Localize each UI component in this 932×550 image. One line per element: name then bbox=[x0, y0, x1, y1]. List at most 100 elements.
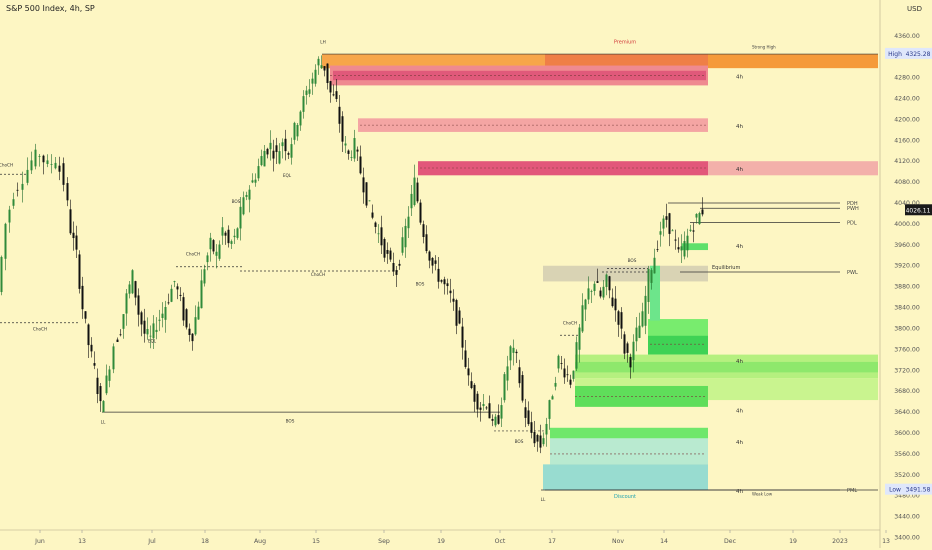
candle-body bbox=[99, 386, 102, 402]
candle-body bbox=[398, 263, 401, 266]
candle-body bbox=[497, 415, 500, 424]
candle-body bbox=[509, 346, 512, 361]
candle-body bbox=[311, 78, 314, 84]
candle-body bbox=[128, 284, 131, 294]
candle-body bbox=[608, 276, 611, 291]
price-tick-label-16: 4040.00 bbox=[894, 200, 920, 207]
candle-body bbox=[164, 306, 167, 320]
candle-body bbox=[458, 310, 461, 324]
candle-body bbox=[155, 329, 158, 333]
candle-body bbox=[488, 403, 491, 419]
candle-body bbox=[251, 180, 254, 183]
bull-ob-4h-top bbox=[682, 243, 708, 251]
price-tick-label-9: 3760.00 bbox=[894, 346, 920, 353]
candle-body bbox=[614, 298, 617, 311]
candle-body bbox=[179, 294, 182, 296]
time-tick-label-6: Sep bbox=[378, 538, 390, 545]
timeframe-label-6: 4h bbox=[736, 440, 743, 446]
candle-body bbox=[149, 335, 152, 337]
candle-body bbox=[112, 346, 115, 370]
candle-body bbox=[125, 293, 128, 314]
candle-body bbox=[365, 182, 368, 206]
candle-body bbox=[93, 363, 96, 366]
candle-body bbox=[194, 317, 197, 335]
candle-body bbox=[464, 350, 467, 367]
time-tick-label-14: 2023 bbox=[832, 538, 848, 545]
candle-body bbox=[230, 241, 233, 244]
candle-body bbox=[212, 240, 215, 252]
bull-ob-4 bbox=[550, 427, 708, 441]
candle-body bbox=[605, 274, 608, 288]
candle-body bbox=[218, 244, 221, 259]
candle-body bbox=[359, 156, 362, 174]
structure-label-1: LL bbox=[101, 420, 106, 425]
candle-body bbox=[87, 324, 90, 346]
time-tick-label-8: Oct bbox=[495, 538, 506, 545]
candle-body bbox=[395, 270, 398, 275]
candle-body bbox=[140, 312, 143, 325]
price-tick-label-19: 4160.00 bbox=[894, 137, 920, 144]
price-tick-label-22: 4280.00 bbox=[894, 75, 920, 82]
candle-body bbox=[536, 435, 539, 442]
price-badge-value-1: 4026.11 bbox=[906, 207, 931, 214]
price-tick-label-14: 3960.00 bbox=[894, 242, 920, 249]
candle-body bbox=[209, 237, 212, 250]
candle-body bbox=[329, 81, 332, 93]
candle-body bbox=[572, 370, 575, 379]
candle-body bbox=[680, 246, 683, 251]
candle-body bbox=[650, 270, 653, 283]
candle-body bbox=[143, 320, 146, 334]
candle-body bbox=[413, 177, 416, 205]
candle-body bbox=[590, 290, 593, 292]
candle-body bbox=[161, 313, 164, 318]
symbol-title: S&P 500 Index, 4h, SP bbox=[6, 4, 95, 13]
candle-body bbox=[545, 423, 548, 435]
candle-body bbox=[284, 138, 287, 152]
candle-body bbox=[108, 369, 111, 381]
candle-body bbox=[452, 298, 455, 302]
candle-body bbox=[182, 297, 185, 321]
price-tick-label-21: 4240.00 bbox=[894, 95, 920, 102]
candle-body bbox=[134, 281, 137, 298]
candle-body bbox=[407, 216, 410, 229]
candle-body bbox=[689, 229, 692, 231]
bull-ob-3 bbox=[575, 385, 708, 407]
candle-body bbox=[105, 375, 108, 394]
candle-body bbox=[188, 328, 191, 335]
candle-body bbox=[485, 407, 488, 409]
price-badge-box-0 bbox=[905, 47, 932, 59]
time-tick-label-7: 19 bbox=[437, 538, 445, 545]
candle-body bbox=[227, 229, 230, 244]
candle-body bbox=[248, 189, 251, 200]
candle-body bbox=[371, 212, 374, 218]
candle-body bbox=[332, 94, 335, 96]
candle-body bbox=[593, 283, 596, 291]
candle-body bbox=[362, 177, 365, 193]
pwl-label: PWL bbox=[847, 270, 858, 276]
candle-body bbox=[152, 323, 155, 339]
candle-body bbox=[473, 384, 476, 402]
candle-body bbox=[257, 166, 260, 179]
candle-body bbox=[506, 366, 509, 381]
candle-body bbox=[656, 249, 659, 251]
candle-body bbox=[191, 333, 194, 342]
candle-body bbox=[260, 156, 263, 166]
candle-body bbox=[176, 286, 179, 290]
candle-body bbox=[431, 257, 434, 266]
time-tick-label-4: Aug bbox=[254, 538, 266, 545]
candle-body bbox=[81, 285, 84, 310]
bear-ob-3 bbox=[418, 161, 708, 176]
candle-body bbox=[12, 199, 15, 206]
candle-body bbox=[58, 165, 61, 172]
candle-body bbox=[305, 90, 308, 95]
candle-body bbox=[42, 155, 45, 163]
candle-body bbox=[677, 247, 680, 250]
bear-ob-3-ext bbox=[708, 161, 878, 176]
candle-body bbox=[102, 401, 105, 413]
candle-body bbox=[245, 195, 248, 197]
candle-body bbox=[287, 153, 290, 155]
pdh-label: PDH bbox=[847, 201, 858, 207]
price-tick-label-8: 3720.00 bbox=[894, 367, 920, 374]
